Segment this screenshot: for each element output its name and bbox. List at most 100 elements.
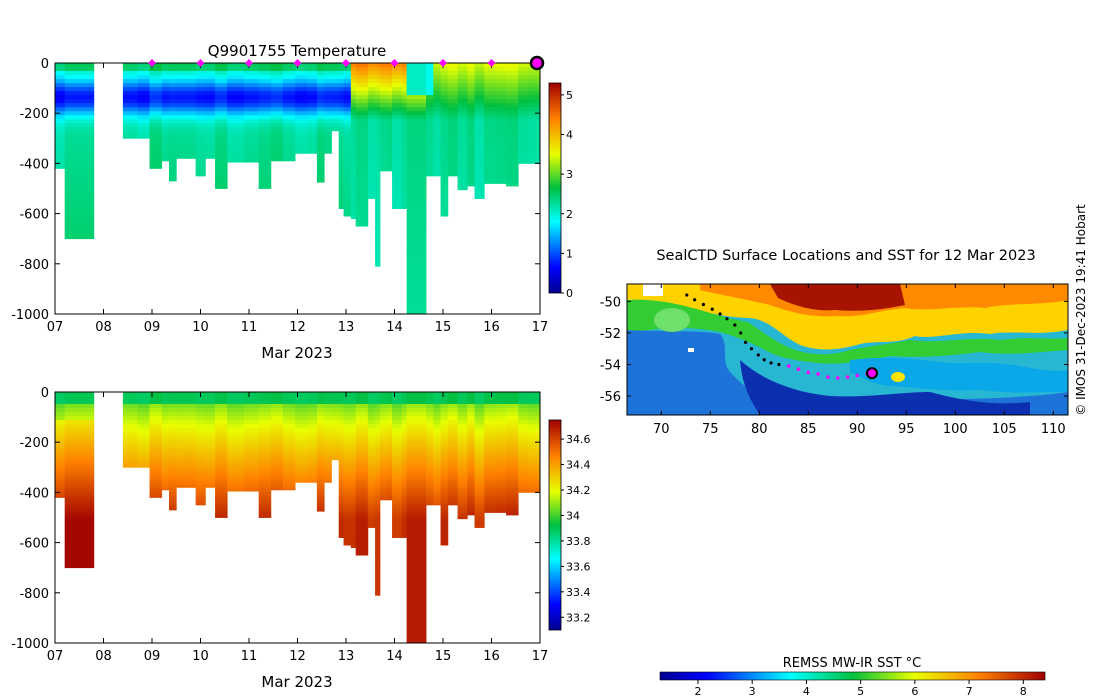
profile-cell — [379, 63, 388, 68]
profile-cell — [447, 396, 458, 401]
profile-cell — [367, 400, 376, 405]
profile-cell — [176, 468, 187, 473]
x-tick-label: 14 — [386, 320, 403, 335]
profile-cell — [447, 163, 458, 168]
profile-cell — [64, 456, 95, 461]
profile-cell — [406, 580, 427, 586]
profile-cell — [367, 448, 376, 453]
profile-cell — [258, 95, 272, 100]
profile-cell — [447, 404, 458, 409]
profile-cell — [467, 99, 475, 104]
colorbar-tick-label: 0 — [566, 287, 573, 300]
profile-cell — [64, 207, 95, 212]
profile-cell — [343, 67, 352, 72]
profile-cell — [518, 71, 529, 76]
profile-cell — [387, 107, 393, 112]
profile-cell — [316, 460, 325, 465]
profile-cell — [168, 452, 177, 457]
profile-cell — [401, 400, 408, 405]
profile-cell — [496, 492, 507, 497]
temperature-colorbar — [548, 82, 562, 294]
profile-cell — [270, 147, 284, 152]
profile-cell — [282, 468, 296, 473]
profile-cell — [355, 155, 369, 160]
profile-cell — [518, 480, 529, 485]
profile-cell — [467, 412, 475, 417]
surface-marker — [148, 59, 156, 67]
profile-cell — [387, 440, 393, 445]
profile-cell — [343, 436, 352, 441]
profile-cell — [392, 464, 403, 469]
profile-cell — [137, 436, 150, 441]
profile-cell — [527, 404, 541, 409]
profile-cell — [343, 528, 352, 533]
profile-cell — [168, 400, 177, 405]
profile-cell — [244, 412, 260, 417]
profile-cell — [401, 536, 408, 538]
profile-cell — [484, 135, 497, 140]
profile-cell — [367, 143, 376, 148]
profile-cell — [195, 119, 206, 124]
profile-cell — [392, 111, 403, 116]
profile-cell — [270, 448, 284, 453]
profile-cell — [168, 163, 177, 168]
profile-cell — [406, 287, 427, 293]
profile-cell — [195, 504, 206, 506]
profile-cell — [282, 400, 296, 405]
surface-marker — [342, 59, 350, 67]
profile-cell — [457, 408, 468, 413]
profile-cell — [227, 159, 245, 163]
profile-cell — [195, 123, 206, 128]
sst-colorbar-tick-label: 6 — [911, 685, 918, 698]
profile-cell — [64, 171, 95, 176]
profile-cell — [406, 636, 427, 642]
profile-cell — [527, 468, 541, 473]
profile-cell — [161, 63, 170, 68]
profile-cell — [440, 199, 449, 204]
profile-cell — [426, 147, 434, 152]
profile-cell — [270, 95, 284, 100]
profile-cell — [496, 408, 507, 413]
profile-cell — [244, 151, 260, 156]
profile-cell — [282, 71, 296, 76]
profile-cell — [506, 472, 519, 477]
profile-cell — [227, 115, 245, 120]
profile-cell — [392, 424, 403, 429]
profile-cell — [168, 115, 177, 120]
profile-cell — [324, 123, 332, 128]
profile-cell — [205, 468, 216, 473]
profile-cell — [122, 115, 138, 120]
profile-cell — [244, 155, 260, 160]
profile-cell — [215, 103, 228, 108]
profile-cell — [496, 432, 507, 437]
profile-cell — [338, 103, 344, 108]
profile-cell — [295, 143, 308, 148]
profile-cell — [324, 440, 332, 445]
profile-cell — [195, 400, 206, 405]
profile-cell — [375, 444, 381, 449]
profile-cell — [205, 155, 216, 159]
profile-cell — [55, 452, 66, 457]
profile-cell — [227, 95, 245, 100]
profile-cell — [496, 131, 507, 136]
profile-cell — [496, 484, 507, 489]
profile-cell — [447, 484, 458, 489]
profile-cell — [457, 91, 468, 96]
profile-cell — [375, 231, 381, 237]
profile-cell — [270, 111, 284, 116]
profile-cell — [227, 127, 245, 132]
profile-cell — [55, 107, 66, 112]
profile-cell — [149, 404, 163, 409]
profile-cell — [375, 428, 381, 433]
profile-cell — [401, 424, 408, 429]
profile-cell — [205, 115, 216, 120]
profile-cell — [176, 107, 187, 112]
profile-cell — [355, 396, 369, 401]
profile-cell — [457, 187, 468, 191]
profile-cell — [440, 476, 449, 481]
profile-cell — [307, 480, 318, 483]
profile-cell — [426, 480, 434, 485]
profile-cell — [227, 472, 245, 477]
profile-cell — [527, 472, 541, 477]
profile-cell — [215, 392, 228, 397]
